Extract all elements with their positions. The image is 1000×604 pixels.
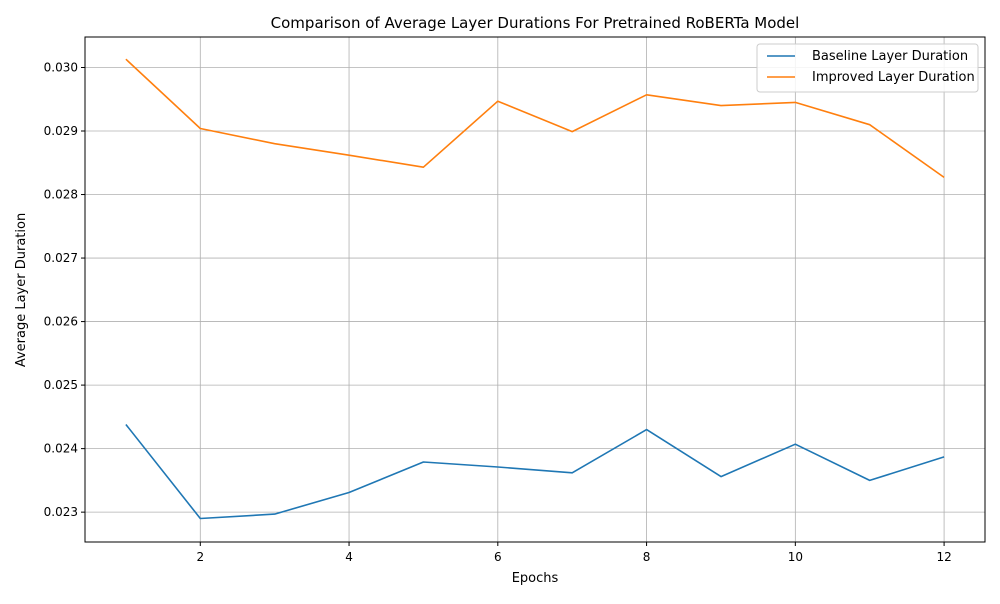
legend-baseline-label: Baseline Layer Duration xyxy=(812,49,968,64)
x-tick-label: 2 xyxy=(196,550,204,564)
legend-box xyxy=(756,43,979,93)
y-tick-label: 0.023 xyxy=(44,505,78,519)
x-axis-label: Epochs xyxy=(512,571,559,586)
y-tick-label: 0.024 xyxy=(44,442,78,456)
y-tick-label: 0.025 xyxy=(44,378,78,392)
x-tick-label: 12 xyxy=(936,550,951,564)
legend-improved-label: Improved Layer Duration xyxy=(812,70,975,85)
x-tick-label: 8 xyxy=(643,550,651,564)
y-axis-label: Average Layer Duration xyxy=(14,213,29,367)
x-tick-label: 6 xyxy=(494,550,502,564)
y-axis-ticks: 0.023 0.024 0.025 0.026 0.027 0.028 0.029 0.030 xyxy=(44,60,85,519)
plot-area-frame xyxy=(84,36,986,543)
y-tick-label: 0.026 xyxy=(44,315,78,329)
series-line-improved xyxy=(125,58,945,179)
series-line-baseline xyxy=(125,424,945,520)
y-tick-label: 0.028 xyxy=(44,188,78,202)
series-lines xyxy=(125,58,945,520)
y-tick-label: 0.029 xyxy=(44,124,78,138)
x-tick-label: 4 xyxy=(345,550,353,564)
y-tick-label: 0.030 xyxy=(44,60,78,74)
x-axis-ticks: 2 4 6 8 10 12 xyxy=(196,542,952,564)
y-tick-label: 0.027 xyxy=(44,251,78,265)
chart-title: Comparison of Average Layer Durations Fo… xyxy=(271,14,800,32)
legend: Baseline Layer Duration Improved Layer D… xyxy=(756,43,979,93)
x-tick-label: 10 xyxy=(788,550,803,564)
grid xyxy=(85,37,985,542)
